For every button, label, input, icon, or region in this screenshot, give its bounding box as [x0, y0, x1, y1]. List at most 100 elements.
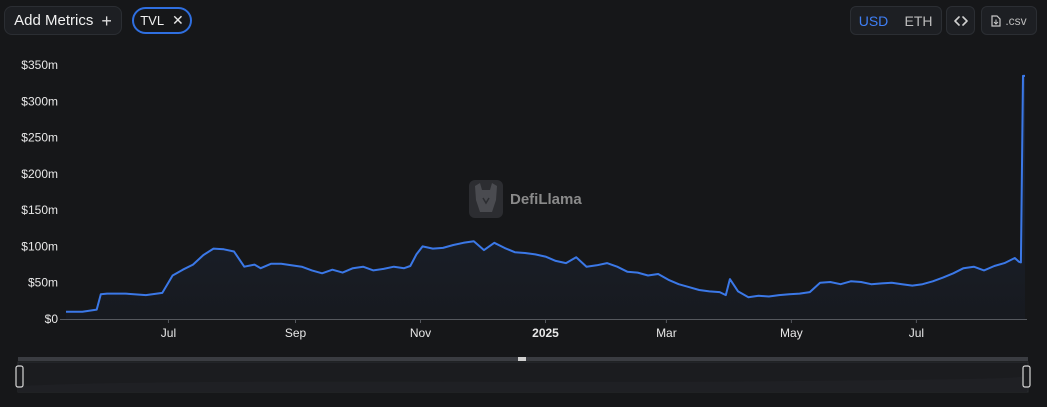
- data-point: [161, 292, 163, 294]
- data-point: [1022, 75, 1024, 77]
- data-point: [626, 271, 628, 273]
- tvl-series-line: [66, 74, 1025, 313]
- data-point: [596, 264, 598, 266]
- data-point: [718, 291, 720, 293]
- data-point: [403, 267, 405, 269]
- x-tick-label: Mar: [656, 326, 677, 340]
- data-point: [606, 262, 608, 264]
- slider-preview: [18, 370, 1027, 392]
- data-point: [311, 269, 313, 271]
- data-point: [698, 289, 700, 291]
- data-point: [575, 256, 577, 258]
- download-csv-button[interactable]: .csv: [981, 6, 1037, 35]
- embed-button[interactable]: [946, 6, 975, 35]
- data-point: [280, 263, 282, 265]
- data-point: [321, 272, 323, 274]
- data-point: [223, 248, 225, 250]
- code-icon: [953, 15, 968, 26]
- data-point: [677, 283, 679, 285]
- data-point: [362, 266, 364, 268]
- data-point: [942, 276, 944, 278]
- data-point: [1018, 260, 1020, 262]
- watermark-text: DefiLlama: [510, 191, 582, 208]
- data-point: [788, 293, 790, 295]
- currency-option-usd[interactable]: USD: [858, 12, 889, 29]
- range-slider[interactable]: [15, 357, 1031, 393]
- data-point: [616, 266, 618, 268]
- data-point: [372, 269, 374, 271]
- slider-right-handle[interactable]: [1022, 365, 1031, 388]
- file-icon: [991, 14, 1001, 27]
- data-point: [860, 281, 862, 283]
- data-point: [352, 267, 354, 269]
- data-point: [768, 295, 770, 297]
- data-point: [290, 264, 292, 266]
- metric-chip-tvl[interactable]: TVL ✕: [132, 7, 192, 34]
- y-tick-label: $100m: [21, 239, 58, 253]
- data-point: [145, 294, 147, 296]
- data-point: [555, 260, 557, 262]
- y-tick-label: $50m: [28, 276, 58, 290]
- x-tick-label: Sep: [285, 326, 307, 340]
- data-point: [106, 292, 108, 294]
- data-point: [1020, 261, 1022, 263]
- data-point: [778, 294, 780, 296]
- data-point: [483, 249, 485, 251]
- data-point: [870, 283, 872, 285]
- x-tick-label: 2025: [532, 326, 559, 340]
- data-point: [880, 282, 882, 284]
- data-point: [829, 281, 831, 283]
- data-point: [421, 245, 423, 247]
- data-point: [65, 311, 67, 313]
- x-tick-label: May: [780, 326, 803, 340]
- data-point: [534, 253, 536, 255]
- data-point: [341, 271, 343, 273]
- data-point: [493, 242, 495, 244]
- slider-drag-handle[interactable]: [518, 357, 526, 361]
- data-point: [962, 267, 964, 269]
- data-point: [393, 266, 395, 268]
- data-point: [973, 266, 975, 268]
- data-point: [182, 268, 184, 270]
- data-point: [331, 268, 333, 270]
- y-tick-label: $150m: [21, 203, 58, 217]
- data-point: [1003, 262, 1005, 264]
- data-point: [729, 278, 731, 280]
- data-point: [243, 266, 245, 268]
- data-point: [259, 267, 261, 269]
- data-point: [911, 284, 913, 286]
- slider-left-handle[interactable]: [15, 365, 24, 388]
- data-point: [270, 263, 272, 265]
- y-tick-label: $350m: [21, 58, 58, 72]
- data-point: [462, 242, 464, 244]
- metric-chip-label: TVL: [140, 13, 165, 28]
- plus-icon: +: [101, 10, 112, 31]
- data-point: [212, 247, 214, 249]
- data-point: [96, 308, 98, 310]
- data-point: [382, 268, 384, 270]
- data-point: [657, 273, 659, 275]
- data-point: [809, 291, 811, 293]
- x-tick-label: Nov: [410, 326, 431, 340]
- currency-toggle: USD ETH: [850, 6, 942, 35]
- csv-label: .csv: [1005, 13, 1027, 28]
- data-point: [819, 282, 821, 284]
- data-point: [253, 263, 255, 265]
- watermark: DefiLlama: [469, 180, 582, 218]
- data-point: [798, 292, 800, 294]
- toolbar: Add Metrics + TVL ✕ USD ETH .csv: [0, 0, 1047, 40]
- data-point: [983, 269, 985, 271]
- data-point: [473, 240, 475, 242]
- data-point: [839, 283, 841, 285]
- data-point: [514, 251, 516, 253]
- data-point: [725, 294, 727, 296]
- close-icon[interactable]: ✕: [172, 12, 184, 28]
- currency-option-eth[interactable]: ETH: [904, 12, 933, 29]
- add-metrics-button[interactable]: Add Metrics +: [4, 6, 122, 35]
- y-tick-label: $0: [45, 312, 59, 326]
- data-point: [171, 274, 173, 276]
- data-point: [432, 247, 434, 249]
- data-point: [544, 255, 546, 257]
- y-tick-label: $200m: [21, 167, 58, 181]
